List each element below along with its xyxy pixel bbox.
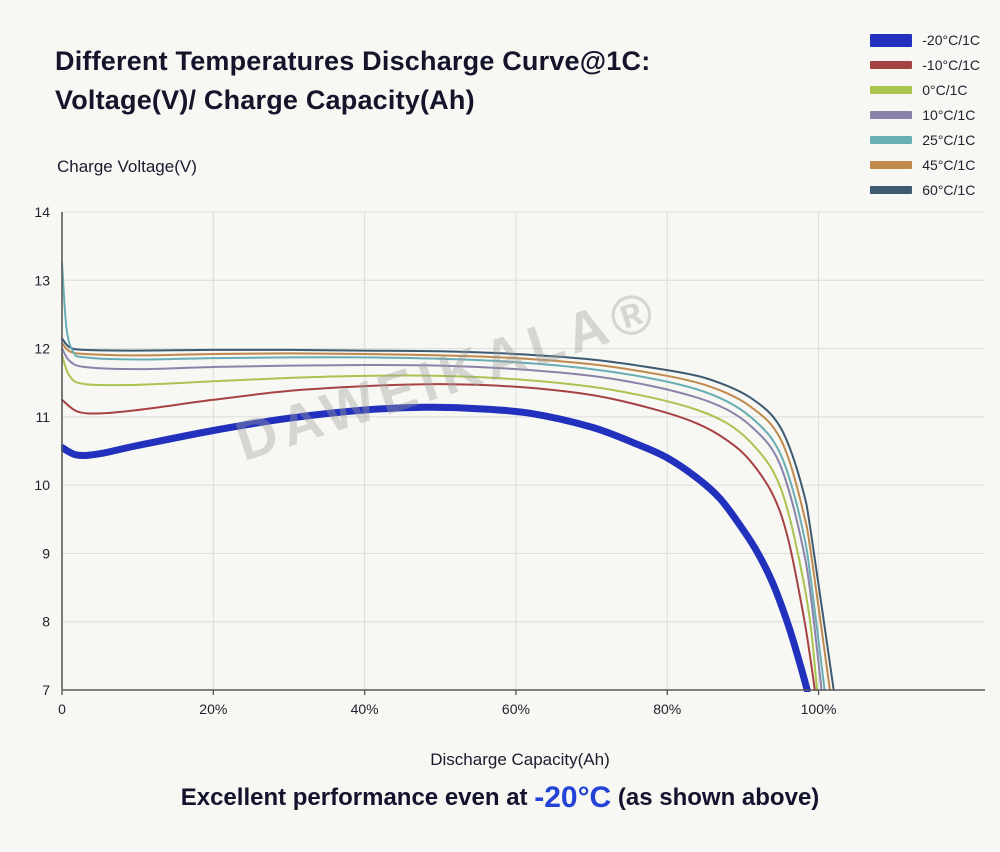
series-line--10°C/1C	[61, 383, 816, 691]
x-tick-label: 0	[58, 701, 66, 717]
series-line-45°C/1C	[61, 342, 831, 691]
legend-item: -20°C/1C	[870, 32, 980, 48]
legend-label: -20°C/1C	[922, 32, 980, 48]
legend-label: -10°C/1C	[922, 57, 980, 73]
series-line-25°C/1C	[61, 262, 826, 691]
y-tick-label: 10	[34, 477, 50, 493]
y-tick-label: 12	[34, 341, 50, 357]
legend-swatch	[870, 186, 913, 194]
legend-swatch	[870, 161, 913, 169]
legend-swatch	[870, 86, 913, 94]
footer-prefix: Excellent performance even at	[180, 784, 535, 811]
footer-suffix: (as shown above)	[611, 784, 820, 811]
legend-label: 60°C/1C	[922, 182, 976, 198]
legend-item: -10°C/1C	[870, 57, 980, 73]
x-axis-title: Discharge Capacity(Ah)	[430, 750, 610, 769]
legend-label: 45°C/1C	[922, 157, 976, 173]
legend-label: 10°C/1C	[922, 107, 976, 123]
x-tick-label: 100%	[801, 701, 837, 717]
discharge-curve-chart: 7 8 9 10 11 12 13 14 0 20% 40% 60% 80% 100%	[34, 204, 985, 717]
legend-swatch	[870, 136, 913, 144]
y-tick-label: 14	[34, 204, 50, 220]
series-line-0°C/1C	[61, 354, 818, 691]
series-group	[61, 262, 835, 692]
legend-item: 25°C/1C	[870, 132, 980, 148]
footer-text: Excellent performance even at -20°C (as …	[0, 781, 1000, 815]
legend-label: 0°C/1C	[922, 82, 968, 98]
legend-item: 60°C/1C	[870, 182, 980, 198]
x-tick-label: 80%	[653, 701, 681, 717]
legend-item: 45°C/1C	[870, 157, 980, 173]
x-tick-label: 60%	[502, 701, 530, 717]
series-line--20°C/1C	[61, 403, 811, 692]
x-tick-label: 20%	[199, 701, 227, 717]
legend-item: 0°C/1C	[870, 82, 980, 98]
y-tick-label: 8	[42, 614, 50, 630]
chart-title: Different Temperatures Discharge Curve@1…	[55, 42, 775, 120]
legend-item: 10°C/1C	[870, 107, 980, 123]
y-tick-label: 9	[42, 545, 50, 561]
x-tick-label: 40%	[351, 701, 379, 717]
chart-title-line2: Voltage(V)/ Charge Capacity(Ah)	[55, 85, 475, 116]
legend-label: 25°C/1C	[922, 132, 976, 148]
y-axis-title: Charge Voltage(V)	[57, 157, 197, 176]
y-tick-label: 11	[35, 409, 50, 425]
series-line-60°C/1C	[61, 337, 835, 691]
series-line-10°C/1C	[61, 347, 823, 691]
legend-swatch	[870, 111, 913, 119]
y-tick-label: 13	[34, 272, 50, 288]
y-tick-label: 7	[42, 682, 50, 698]
legend-swatch	[870, 61, 913, 69]
legend: -20°C/1C -10°C/1C 0°C/1C 10°C/1C 25°C/1C 45°C…	[870, 32, 980, 198]
chart-title-line1: Different Temperatures Discharge Curve@1…	[55, 46, 651, 76]
legend-swatch	[870, 33, 913, 47]
footer-highlight: -20°C	[534, 781, 612, 814]
